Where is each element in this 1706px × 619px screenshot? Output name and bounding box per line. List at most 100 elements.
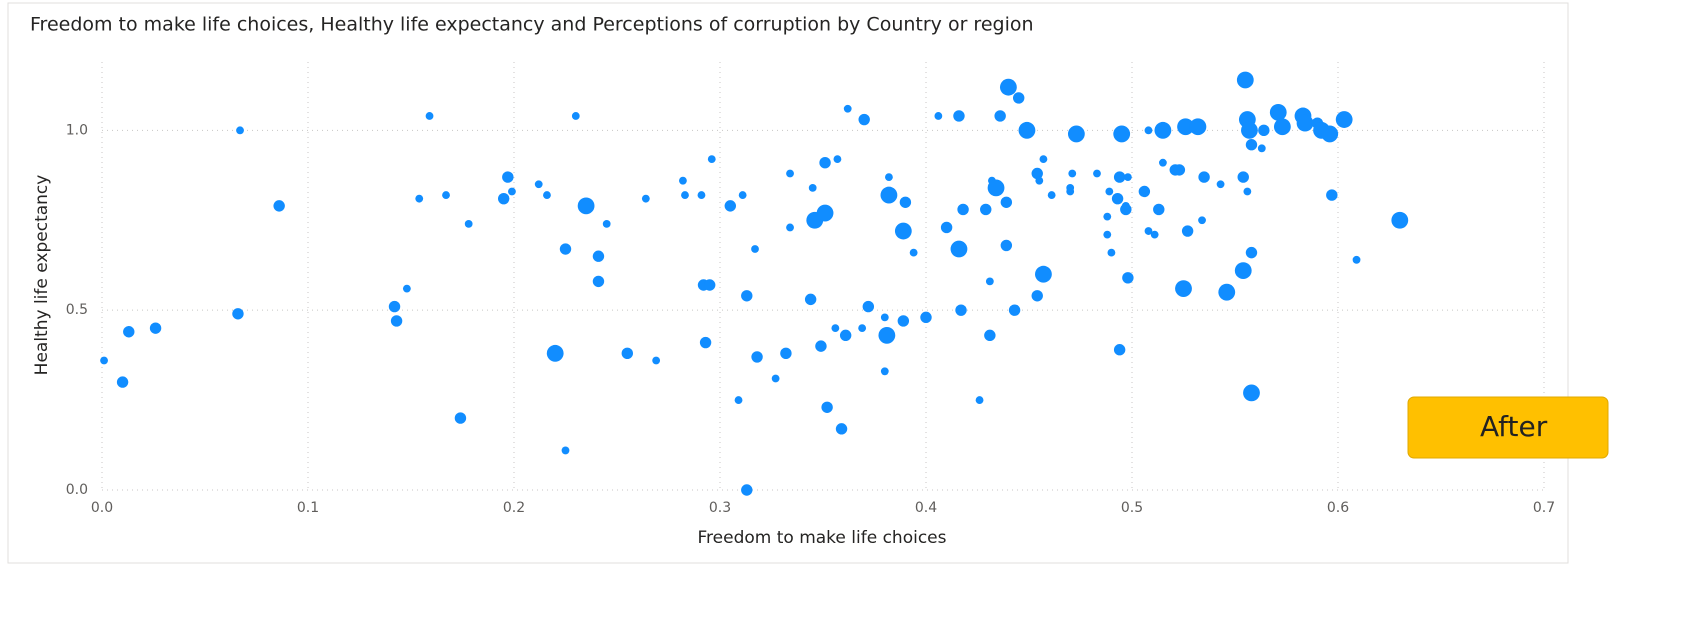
- point: [880, 313, 889, 322]
- point: [1181, 225, 1194, 237]
- point: [1218, 283, 1236, 301]
- point: [1245, 139, 1258, 151]
- point: [1175, 280, 1192, 297]
- point: [734, 396, 743, 404]
- point: [1159, 158, 1167, 167]
- point: [464, 219, 473, 228]
- point: [508, 187, 516, 196]
- badge: [1407, 396, 1609, 459]
- point: [1122, 272, 1134, 284]
- point: [1269, 103, 1287, 121]
- point: [1111, 192, 1124, 205]
- point: [815, 340, 827, 352]
- point: [232, 308, 244, 320]
- point: [1177, 118, 1194, 136]
- point: [771, 374, 780, 383]
- point: [738, 191, 747, 199]
- point: [1000, 239, 1013, 252]
- point: [1243, 384, 1260, 402]
- point: [577, 197, 595, 215]
- point: [1047, 191, 1056, 199]
- x-tick-label: 0.6: [1327, 500, 1349, 516]
- point: [1144, 227, 1153, 235]
- point: [1035, 265, 1052, 283]
- point: [1321, 125, 1339, 143]
- points: [100, 71, 1409, 496]
- point: [780, 347, 792, 360]
- point: [984, 329, 996, 342]
- point: [808, 183, 817, 192]
- point: [899, 196, 912, 208]
- point: [641, 194, 650, 203]
- point: [1008, 304, 1021, 316]
- point: [831, 324, 840, 333]
- point: [592, 250, 605, 262]
- x-tick-label: 0.4: [915, 500, 937, 516]
- point: [835, 423, 848, 435]
- point: [1335, 111, 1353, 128]
- point: [1198, 216, 1206, 225]
- point: [1121, 201, 1130, 210]
- y-axis-label: Healthy life expectancy: [32, 175, 52, 376]
- point: [1189, 118, 1207, 136]
- point: [1154, 121, 1172, 139]
- badge-text: After: [1480, 410, 1548, 443]
- point: [571, 112, 580, 120]
- point: [816, 204, 834, 222]
- point: [1067, 125, 1085, 143]
- point: [415, 194, 424, 203]
- chart-title: Freedom to make life choices, Healthy li…: [30, 14, 1034, 36]
- point: [975, 396, 984, 404]
- point: [1000, 78, 1017, 96]
- point: [1039, 155, 1048, 164]
- point: [786, 223, 794, 232]
- grid: 0.0 0.1 0.2 0.3 0.4 0.5 0.6 0.7 0.0 0.5 1.0: [66, 62, 1555, 516]
- point: [786, 169, 794, 178]
- point: [878, 326, 896, 344]
- point: [1198, 171, 1210, 183]
- point: [454, 412, 467, 424]
- point: [1000, 196, 1013, 208]
- point: [273, 200, 285, 212]
- point: [1234, 262, 1252, 280]
- point: [1237, 171, 1249, 183]
- point: [1173, 164, 1186, 176]
- x-tick-label: 0.7: [1533, 500, 1555, 516]
- point: [987, 179, 1005, 197]
- point: [1150, 230, 1159, 239]
- x-axis-label: Freedom to make life choices: [698, 528, 947, 548]
- point: [1153, 203, 1165, 216]
- point: [402, 284, 411, 293]
- point: [1138, 185, 1151, 198]
- point: [885, 173, 893, 181]
- point: [751, 245, 759, 253]
- point: [839, 329, 852, 342]
- point: [1103, 230, 1112, 239]
- point: [388, 300, 401, 313]
- point: [1391, 211, 1409, 229]
- point: [546, 344, 564, 362]
- point: [858, 113, 870, 126]
- point: [1018, 121, 1036, 139]
- point: [1113, 171, 1126, 183]
- x-tick-label: 0.1: [297, 500, 319, 516]
- point: [953, 110, 965, 122]
- x-tick-label: 0.0: [91, 500, 113, 516]
- point: [741, 290, 753, 302]
- point: [602, 219, 611, 228]
- point: [390, 315, 403, 327]
- point: [1258, 124, 1270, 137]
- point: [1113, 344, 1126, 356]
- frame: [7, 2, 1569, 564]
- point: [880, 367, 889, 376]
- point: [980, 203, 992, 216]
- point: [1031, 167, 1043, 180]
- point: [704, 279, 716, 291]
- point: [897, 315, 910, 327]
- point: [236, 126, 244, 135]
- point: [1296, 114, 1314, 132]
- point: [100, 356, 108, 365]
- point: [699, 336, 712, 349]
